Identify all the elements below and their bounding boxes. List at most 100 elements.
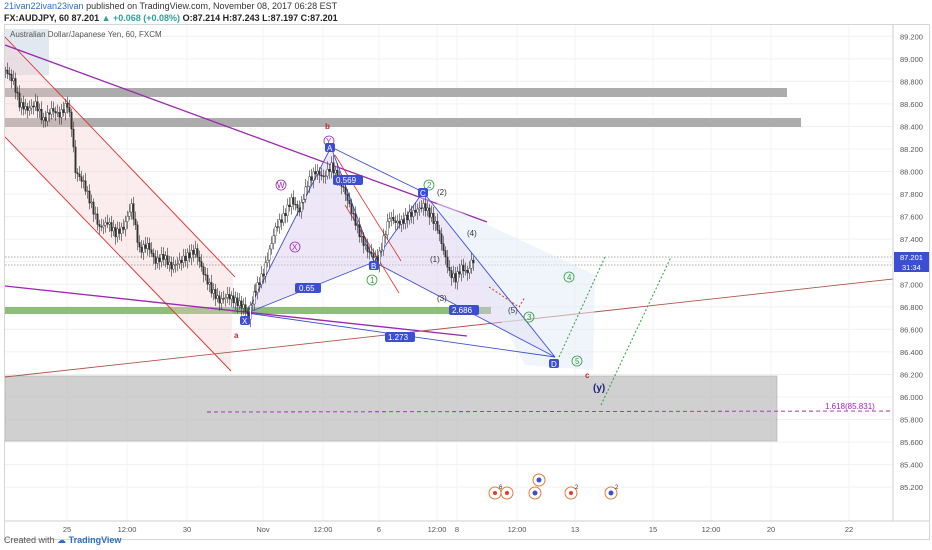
candle-body: [290, 197, 293, 208]
candle-body: [380, 249, 383, 252]
candle-body: [270, 243, 273, 250]
candle-body: [114, 227, 117, 238]
candle-body: [146, 242, 149, 249]
candle-body: [292, 197, 295, 205]
time-axis[interactable]: 25 12:00 30 Nov 12:00 6 12:00 8 12:00 13 15 12:00 20…: [63, 525, 853, 534]
candle-body: [52, 108, 55, 112]
candle-body: [34, 101, 37, 108]
last-price: 87.201: [71, 13, 100, 23]
candle-body: [350, 203, 353, 214]
candle-body: [202, 266, 205, 275]
candle-body: [70, 111, 73, 130]
candle-body: [249, 304, 252, 320]
candle-body: [314, 171, 317, 175]
candle-body: [388, 218, 391, 222]
candle-body: [360, 235, 363, 238]
candle-body: [6, 69, 9, 74]
candle-body: [312, 171, 315, 181]
candle-body: [142, 244, 145, 253]
candle-body: [422, 203, 425, 209]
candle-body: [356, 224, 359, 226]
ratio-0-65: 0.65: [299, 284, 315, 293]
candle-body: [274, 226, 277, 236]
candle-body: [282, 213, 285, 223]
candle-body: [416, 208, 419, 213]
candle-body: [302, 199, 305, 203]
candle-body: [118, 228, 121, 234]
candle-body: [54, 111, 57, 114]
candle-body: [420, 207, 423, 209]
candle-body: [382, 235, 385, 251]
candle-body: [440, 233, 443, 244]
wave-label-paren-1: (1): [430, 255, 440, 264]
chart-panel[interactable]: b Y A W X B 1 2 C (2) (4) (1) (3) (5) X …: [4, 24, 930, 540]
candle-body: [122, 226, 125, 230]
candle-body: [466, 270, 469, 274]
candle-body: [102, 225, 105, 228]
candle-body: [320, 175, 323, 177]
price-tick-label: 87.400: [900, 235, 923, 244]
price-tick-label: 85.600: [900, 438, 923, 447]
price-tick-label: 89.000: [900, 55, 923, 64]
candle-body: [200, 261, 203, 267]
candle-body: [232, 295, 235, 304]
created-with: Created with: [4, 535, 55, 545]
candle-body: [304, 186, 307, 200]
candle-body: [438, 229, 441, 235]
candle-body: [172, 264, 175, 270]
candle-body: [224, 297, 227, 299]
candle-body: [194, 248, 197, 255]
publish-info: published on TradingView.com, November 0…: [86, 1, 338, 11]
candle-body: [156, 257, 159, 264]
candle-body: [176, 263, 179, 265]
candle-body: [226, 294, 229, 298]
candle-body: [324, 175, 327, 177]
candle-body: [308, 176, 311, 187]
candle-body: [470, 259, 473, 269]
tradingview-cloud-icon: ☁: [57, 535, 67, 545]
time-tick-label: 12:00: [702, 525, 721, 534]
publish-header: 21ivan22ivan23ivan published on TradingV…: [4, 1, 337, 12]
economic-events[interactable]: 6 2 2: [488, 473, 619, 500]
candle-body: [220, 298, 223, 304]
time-tick-label: 30: [183, 525, 191, 534]
last-price-tag: 87.201: [900, 253, 923, 262]
author-link[interactable]: 21ivan22ivan23ivan: [4, 1, 84, 11]
symbol-label: FX:AUDJPY, 60: [4, 13, 70, 23]
candle-body: [284, 213, 287, 216]
price-chart[interactable]: b Y A W X B 1 2 C (2) (4) (1) (3) (5) X …: [4, 25, 929, 539]
candle-body: [182, 255, 185, 263]
price-tick-label: 85.800: [900, 416, 923, 425]
candle-body: [418, 207, 421, 210]
candle-body: [162, 254, 165, 260]
candle-body: [412, 210, 415, 217]
candle-body: [364, 244, 367, 246]
price-change: ▲ +0.068 (+0.08%): [101, 13, 181, 23]
event-count-2: 2: [575, 485, 579, 491]
candle-body: [68, 107, 71, 113]
price-tick-label: 86.600: [900, 325, 923, 334]
candle-body: [216, 295, 219, 299]
candle-body: [198, 256, 201, 262]
brand-link[interactable]: TradingView: [68, 535, 122, 545]
resistance-zone-upper: [5, 88, 787, 97]
candle-body: [128, 211, 131, 217]
candle-body: [448, 267, 451, 271]
candle-body: [76, 172, 79, 175]
candle-body: [468, 268, 471, 274]
candle-body: [300, 202, 303, 213]
candle-body: [462, 264, 465, 272]
descending-channel-fill: [5, 37, 233, 371]
candle-body: [298, 207, 301, 213]
candle-body: [78, 173, 81, 177]
candle-body: [18, 92, 21, 108]
candle-body: [434, 221, 437, 224]
wave-label-4: 4: [567, 273, 572, 282]
candle-body: [384, 234, 387, 237]
candle-body: [260, 273, 263, 285]
candle-body: [366, 244, 369, 252]
time-tick-label: 22: [845, 525, 853, 534]
time-tick-label: 13: [571, 525, 579, 534]
candle-body: [88, 190, 91, 204]
candle-body: [66, 103, 69, 108]
